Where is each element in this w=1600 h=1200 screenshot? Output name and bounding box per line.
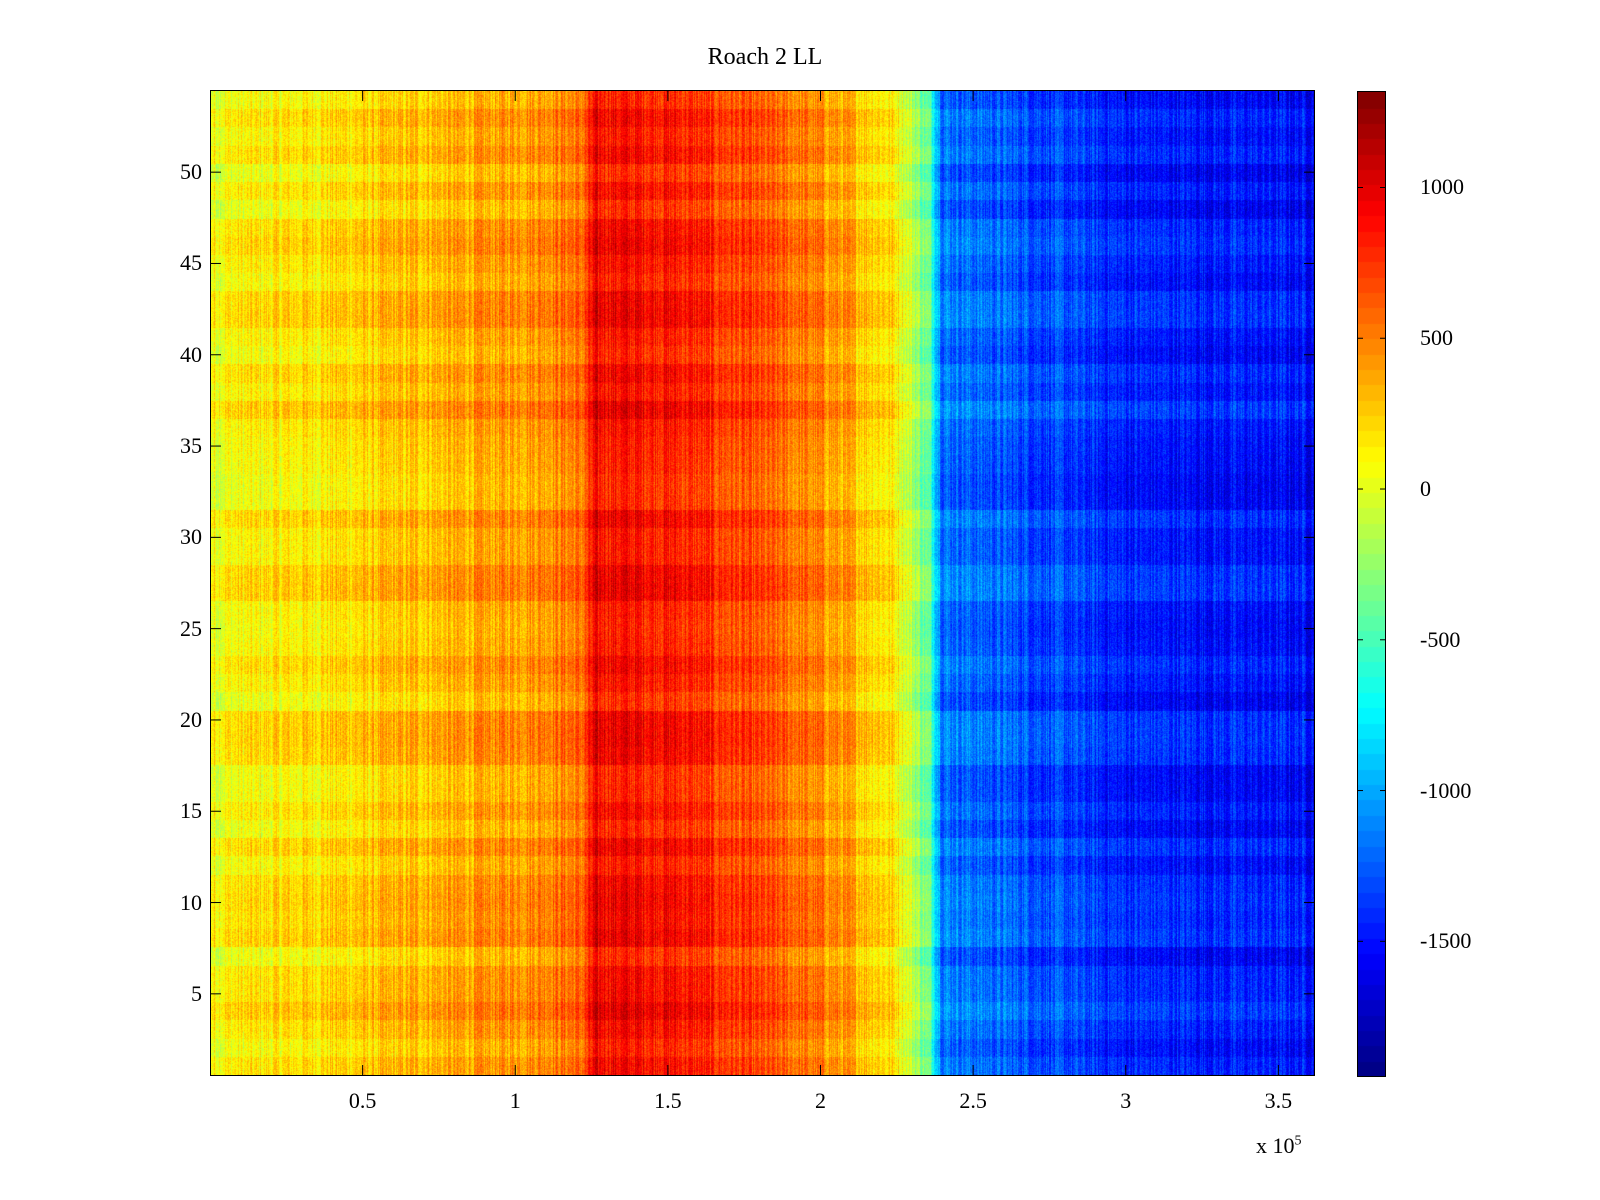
x-tick-label: 0.5 <box>348 1088 377 1113</box>
colorbar-tick-label: 500 <box>1420 325 1453 351</box>
x-tick-label: 3 <box>1120 1088 1132 1113</box>
y-tick-label: 50 <box>180 159 202 185</box>
colorbar-tick-label: -1500 <box>1420 928 1472 954</box>
colorbar-tick-label: -500 <box>1420 626 1461 652</box>
y-tick-label: 35 <box>180 433 202 459</box>
x-axis-multiplier: x 105 <box>1256 1133 1302 1159</box>
x-axis-multiplier-exponent: 5 <box>1294 1133 1302 1149</box>
colorbar-tick-label: -1000 <box>1420 777 1472 803</box>
chart-title: Roach 2 LL <box>707 44 823 70</box>
x-tick-label: 2.5 <box>959 1088 987 1113</box>
colorbar-tick-label: 0 <box>1420 476 1431 502</box>
y-tick-label: 45 <box>180 250 202 276</box>
y-tick-label: 10 <box>180 889 202 915</box>
x-tick-label: 3.5 <box>1264 1088 1293 1113</box>
colorbar <box>1357 91 1386 1077</box>
x-tick-label: 1.5 <box>654 1088 682 1113</box>
colorbar-tick-label: 1000 <box>1420 174 1464 200</box>
x-tick-label: 1 <box>509 1088 521 1113</box>
y-tick-label: 15 <box>180 798 202 824</box>
y-tick-label: 5 <box>191 980 202 1006</box>
heatmap-plot-area <box>210 90 1315 1076</box>
y-tick-label: 25 <box>180 615 202 641</box>
y-tick-label: 40 <box>180 341 202 367</box>
y-tick-label: 20 <box>180 706 202 732</box>
y-tick-label: 30 <box>180 524 202 550</box>
heatmap-cells <box>211 91 1314 1075</box>
x-tick-label: 2 <box>814 1088 826 1113</box>
x-axis-multiplier-text: x 10 <box>1256 1133 1295 1158</box>
